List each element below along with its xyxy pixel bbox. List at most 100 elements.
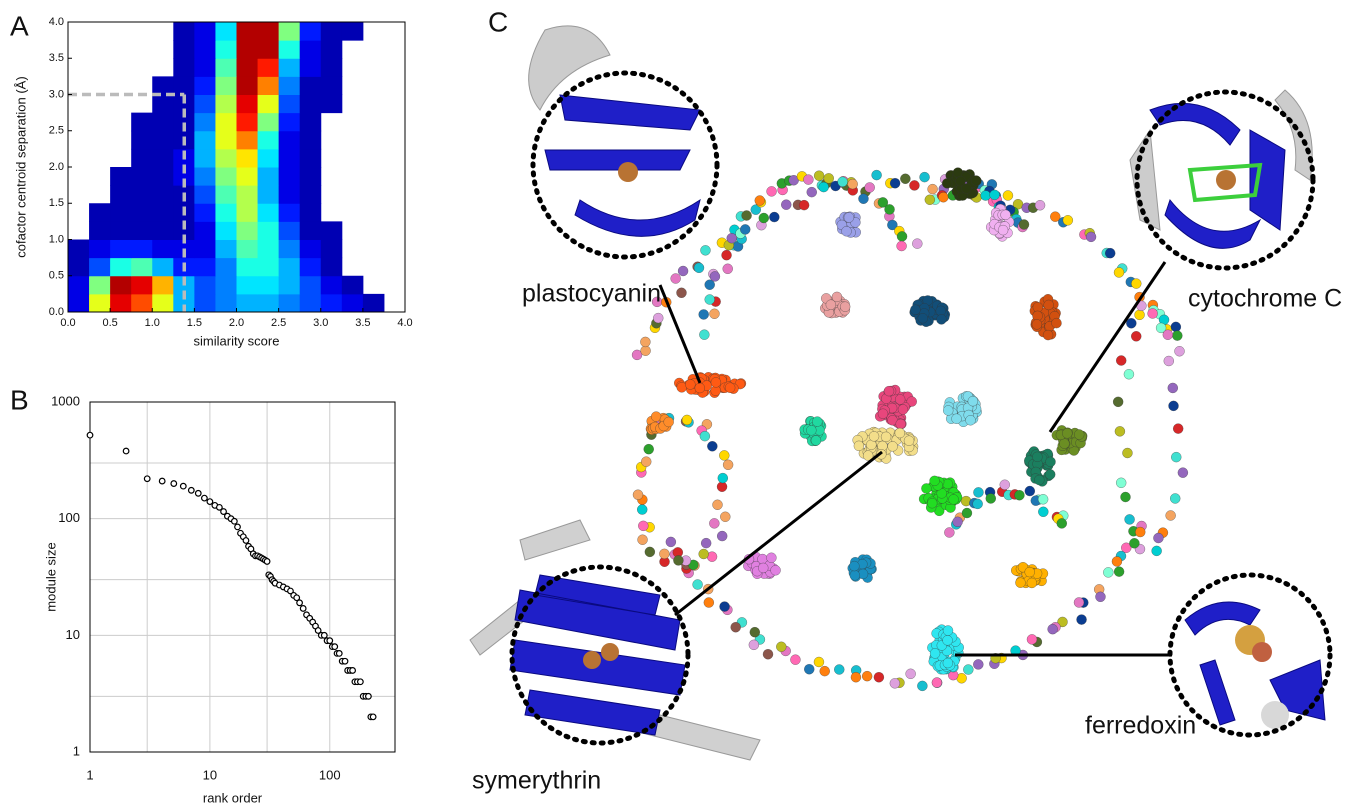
heat-cell	[257, 94, 280, 114]
heat-cell	[236, 40, 259, 59]
node	[1174, 346, 1185, 357]
node	[748, 639, 760, 650]
node	[1122, 447, 1133, 459]
node	[929, 648, 941, 659]
node	[1095, 591, 1106, 602]
connector	[674, 450, 883, 617]
node	[1042, 329, 1054, 341]
point	[215, 503, 223, 511]
heat-cell	[278, 148, 301, 168]
protein-plastocyanin	[528, 25, 720, 260]
y-axis-label: module size	[43, 542, 58, 611]
node	[724, 382, 736, 393]
heat-cell	[194, 203, 216, 222]
node	[726, 233, 737, 244]
node	[1031, 319, 1043, 330]
heat-cell	[236, 22, 259, 41]
heat-cell	[278, 130, 301, 150]
heat-cell	[236, 185, 259, 204]
heat-cell	[194, 167, 216, 186]
node	[766, 552, 777, 563]
heat-cell	[152, 112, 174, 132]
node	[841, 226, 852, 237]
node	[1147, 308, 1158, 319]
node	[961, 507, 973, 519]
point	[170, 480, 178, 487]
heat-cell	[278, 94, 301, 114]
zoom-circle	[509, 564, 691, 746]
node	[1135, 526, 1146, 538]
heat-cell	[194, 221, 216, 240]
node	[1131, 278, 1142, 289]
heat-cell	[152, 130, 174, 150]
node	[641, 456, 652, 467]
heat-cell	[152, 293, 174, 313]
heat-cell	[215, 94, 237, 114]
point	[234, 523, 241, 531]
heat-cell	[215, 203, 237, 222]
node	[741, 210, 752, 221]
heat-cell	[299, 239, 322, 259]
point	[122, 447, 130, 455]
node	[804, 664, 815, 675]
plot-frame	[89, 401, 396, 753]
node	[1000, 209, 1011, 220]
heat-cell	[236, 130, 259, 150]
node	[1116, 355, 1127, 366]
node	[653, 312, 664, 324]
node	[1018, 219, 1030, 230]
node	[730, 622, 741, 633]
x-tick-label: 0.0	[60, 317, 75, 329]
node	[665, 536, 677, 548]
panel-letter: A	[10, 10, 29, 41]
node	[640, 336, 651, 348]
heat-cell	[257, 112, 280, 132]
y-tick-label: 0.0	[49, 306, 64, 318]
point	[349, 667, 356, 674]
heat-cell	[152, 185, 174, 204]
heat-cell	[278, 257, 301, 277]
node	[896, 240, 907, 252]
protein-label: plastocyanin	[522, 280, 661, 308]
heat-cell	[152, 257, 174, 277]
point	[242, 537, 250, 544]
heat-cell	[89, 221, 111, 240]
heat-cell	[257, 239, 280, 259]
heat-cell	[215, 22, 237, 41]
node	[868, 431, 880, 442]
heat-cell	[236, 221, 259, 240]
heat-cell	[152, 203, 174, 222]
node	[825, 299, 836, 310]
heat-cell	[236, 76, 259, 95]
ribbon	[528, 25, 611, 111]
x-tick-label: 2.0	[229, 317, 244, 329]
node	[694, 382, 705, 394]
heat-cell	[236, 58, 259, 77]
node	[709, 271, 721, 282]
node	[803, 174, 814, 185]
heat-cell	[215, 40, 237, 59]
y-tick-label: 1.5	[49, 197, 64, 209]
node	[927, 183, 938, 195]
heat-cell	[89, 203, 111, 222]
node	[1116, 477, 1127, 488]
node	[961, 183, 972, 194]
node	[709, 518, 720, 529]
node	[970, 175, 982, 186]
node	[651, 411, 662, 422]
node	[862, 450, 874, 461]
heat-cell	[194, 22, 216, 41]
heat-cell	[257, 76, 280, 95]
heat-cell	[320, 257, 343, 277]
heat-cell	[194, 239, 216, 259]
protein-label: ferredoxin	[1085, 712, 1196, 740]
point	[187, 486, 195, 494]
node	[973, 487, 984, 498]
heat-cell	[341, 22, 364, 41]
node	[850, 672, 862, 683]
heat-cell	[215, 112, 237, 132]
node	[831, 291, 843, 303]
heat-cell	[299, 293, 322, 313]
node	[980, 190, 991, 201]
heat-cell	[257, 22, 280, 41]
